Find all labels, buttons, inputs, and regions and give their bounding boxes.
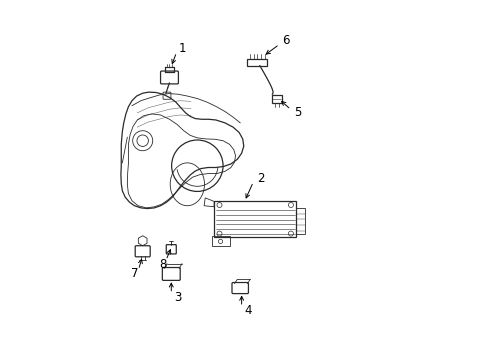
Text: 1: 1: [179, 42, 186, 55]
Text: 6: 6: [282, 34, 289, 47]
Text: 2: 2: [257, 172, 264, 185]
Text: 8: 8: [160, 258, 167, 271]
Bar: [214, 202, 296, 237]
Text: 5: 5: [294, 105, 301, 119]
Text: 3: 3: [174, 291, 181, 304]
Bar: [296, 207, 305, 234]
Text: 4: 4: [244, 304, 251, 317]
Text: 7: 7: [131, 267, 138, 280]
